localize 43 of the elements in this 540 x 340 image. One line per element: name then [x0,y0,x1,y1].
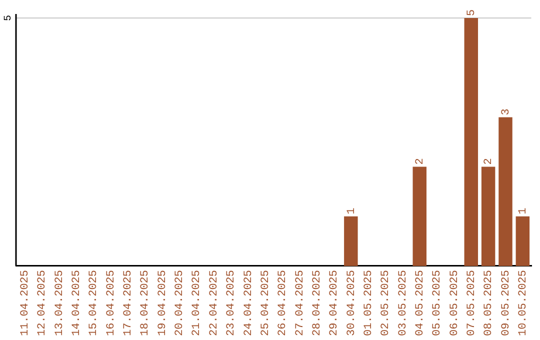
x-tick-label: 21.04.2025 [191,270,204,336]
x-tick-label: 25.04.2025 [260,270,272,336]
x-tick-label: 02.05.2025 [380,270,392,336]
x-tick-label: 19.04.2025 [156,270,169,336]
bar [344,216,358,266]
x-tick-label: 26.04.2025 [277,270,290,336]
bar [464,18,478,266]
x-tick-label: 16.04.2025 [105,270,118,336]
x-tick-label: 10.05.2025 [518,270,530,336]
x-tick-label: 14.04.2025 [71,270,84,336]
x-tick-label: 28.04.2025 [311,270,324,336]
x-tick-label: 15.04.2025 [88,270,100,336]
x-tick-label: 03.05.2025 [397,270,410,336]
x-tick-label: 22.04.2025 [208,270,220,336]
x-tick-label: 08.05.2025 [483,270,496,336]
data-label: 5 [466,9,478,16]
x-tick-label: 27.04.2025 [294,270,306,336]
data-label: 1 [518,207,530,214]
x-tick-label: 17.04.2025 [122,270,135,336]
x-tick-label: 30.04.2025 [346,270,358,336]
ref-line-label: 5 [4,14,15,22]
data-label: 1 [346,207,358,214]
bar [498,117,512,266]
bar [481,166,496,266]
x-tick-label: 20.04.2025 [174,270,186,336]
x-tick-label: 11.04.2025 [19,270,32,336]
bar [412,166,426,266]
x-tick-label: 07.05.2025 [466,270,478,336]
x-tick-label: 04.05.2025 [414,270,427,336]
data-label: 3 [500,108,512,116]
x-tick-label: 18.04.2025 [140,270,152,336]
x-tick-label: 09.05.2025 [500,270,512,336]
x-tick-label: 29.04.2025 [328,270,341,336]
x-tick-label: 23.04.2025 [226,270,238,336]
x-tick-label: 24.04.2025 [242,270,255,336]
x-tick-label: 01.05.2025 [362,270,375,336]
x-tick-label: 12.04.2025 [36,270,49,336]
bar [516,216,530,266]
data-label: 2 [414,158,427,165]
x-tick-label: 05.05.2025 [432,270,444,336]
x-tick-label: 13.04.2025 [54,270,66,336]
x-tick-label: 06.05.2025 [448,270,461,336]
data-label: 2 [483,158,496,165]
